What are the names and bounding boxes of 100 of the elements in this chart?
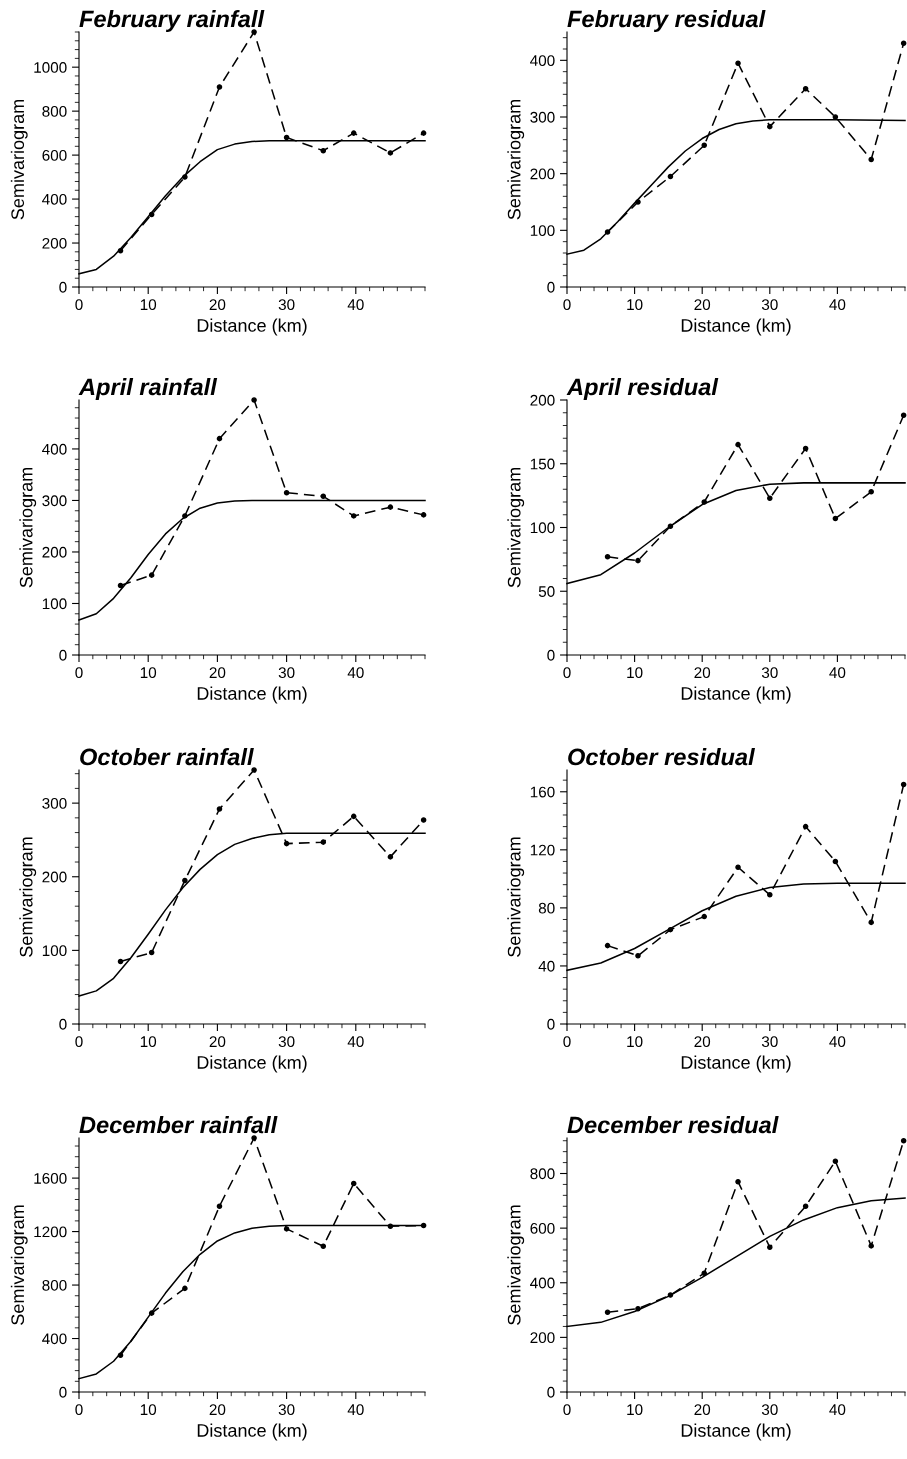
y-axis-title: Semivariogram: [10, 1205, 28, 1325]
x-tick-label: 0: [75, 299, 83, 311]
x-axis-title: Distance (km): [681, 318, 791, 336]
y-tick-label: 0: [547, 281, 555, 293]
y-tick-label: 200: [42, 546, 67, 558]
y-tick-label: 1600: [34, 1172, 67, 1184]
y-tick-label: 80: [538, 902, 555, 914]
x-axis-title: Distance (km): [197, 1423, 307, 1441]
x-axis-title: Distance (km): [681, 686, 791, 704]
y-tick-label: 1000: [34, 62, 67, 73]
x-tick-label: 0: [563, 667, 571, 679]
x-tick-label: 10: [140, 667, 157, 679]
y-tick-label: 400: [42, 1333, 67, 1345]
y-axis-title: Semivariogram: [507, 467, 525, 588]
x-tick-label: 10: [627, 667, 643, 679]
y-tick-label: 600: [530, 1223, 555, 1234]
x-tick-label: 40: [829, 1404, 846, 1416]
x-tick-label: 0: [563, 1036, 571, 1048]
y-tick-label: 100: [530, 522, 555, 534]
chart-title: April residual: [566, 377, 719, 400]
y-tick-label: 400: [530, 55, 555, 67]
x-tick-label: 20: [209, 667, 226, 679]
y-tick-label: 200: [530, 1332, 555, 1344]
x-tick-label: 20: [209, 1404, 226, 1416]
chart-title: October rainfall: [80, 747, 254, 766]
x-tick-label: 40: [829, 1036, 846, 1048]
x-tick-label: 10: [140, 1404, 157, 1416]
chart-title: February rainfall: [79, 9, 265, 32]
y-tick-label: 100: [530, 225, 555, 237]
x-tick-label: 30: [761, 667, 778, 679]
x-tick-label: 0: [75, 1036, 83, 1048]
x-tick-label: 30: [761, 1036, 778, 1048]
y-tick-label: 200: [42, 237, 67, 249]
x-tick-label: 0: [563, 299, 571, 311]
x-tick-label: 30: [278, 667, 295, 679]
y-tick-label: 300: [530, 111, 555, 123]
x-tick-label: 20: [694, 1036, 711, 1048]
x-tick-label: 10: [140, 1036, 157, 1048]
y-tick-label: 800: [530, 1168, 555, 1180]
y-tick-label: 200: [530, 168, 555, 180]
x-axis-title: Distance (km): [681, 1423, 791, 1441]
x-tick-label: 30: [278, 299, 295, 311]
y-tick-label: 300: [42, 495, 67, 507]
x-tick-label: 30: [761, 299, 778, 311]
x-tick-label: 0: [75, 1404, 83, 1416]
y-tick-label: 600: [42, 149, 67, 161]
y-tick-label: 800: [42, 106, 67, 117]
y-tick-label: 0: [547, 1386, 555, 1398]
x-tick-label: 40: [347, 299, 364, 311]
x-axis-title: Distance (km): [197, 686, 307, 704]
x-axis-title: Distance (km): [197, 318, 307, 336]
x-tick-label: 0: [75, 667, 83, 679]
y-tick-label: 0: [59, 1018, 67, 1030]
y-tick-label: 100: [42, 945, 67, 957]
y-axis-title: Semivariogram: [19, 837, 37, 957]
x-tick-label: 10: [627, 1036, 643, 1048]
x-tick-label: 0: [563, 1404, 571, 1416]
y-tick-label: 40: [538, 960, 555, 972]
y-tick-label: 150: [530, 458, 555, 470]
y-tick-label: 0: [547, 649, 555, 661]
y-tick-label: 200: [530, 394, 555, 406]
y-tick-label: 1200: [34, 1226, 67, 1238]
y-tick-label: 0: [547, 1018, 555, 1030]
y-tick-label: 160: [530, 786, 555, 798]
y-tick-label: 120: [530, 844, 555, 856]
x-tick-label: 10: [140, 299, 157, 311]
x-tick-label: 20: [209, 1036, 226, 1048]
chart-title: April rainfall: [78, 377, 218, 400]
x-axis-title: Distance (km): [681, 1055, 791, 1073]
y-axis-title: Semivariogram: [19, 467, 37, 588]
x-tick-label: 20: [209, 299, 226, 311]
y-tick-label: 400: [42, 443, 67, 455]
y-tick-label: 800: [42, 1279, 67, 1291]
y-tick-label: 100: [42, 598, 67, 610]
y-tick-label: 0: [59, 649, 67, 661]
x-tick-label: 30: [278, 1404, 295, 1416]
chart-title: October residual: [568, 747, 756, 766]
chart-title: February residual: [567, 9, 766, 32]
x-tick-label: 40: [347, 1036, 364, 1048]
y-axis-title: Semivariogram: [507, 99, 525, 220]
y-tick-label: 400: [42, 193, 67, 205]
x-tick-label: 30: [278, 1036, 295, 1048]
x-tick-label: 10: [627, 299, 643, 311]
x-tick-label: 40: [347, 667, 364, 679]
x-tick-label: 30: [761, 1404, 778, 1416]
x-tick-label: 40: [347, 1404, 364, 1416]
x-tick-label: 20: [694, 667, 711, 679]
y-tick-label: 0: [59, 1386, 67, 1398]
y-axis-title: Semivariogram: [10, 99, 28, 220]
x-tick-label: 10: [627, 1404, 643, 1416]
y-tick-label: 50: [538, 586, 555, 597]
x-tick-label: 40: [829, 667, 846, 679]
y-tick-label: 200: [42, 871, 67, 883]
y-tick-label: 400: [530, 1277, 555, 1289]
x-tick-label: 40: [829, 299, 846, 311]
y-tick-label: 300: [42, 798, 67, 809]
x-axis-title: Distance (km): [197, 1055, 307, 1073]
x-tick-label: 20: [694, 1404, 711, 1416]
y-axis-title: Semivariogram: [507, 1205, 525, 1325]
chart-title: December rainfall: [79, 1115, 278, 1134]
